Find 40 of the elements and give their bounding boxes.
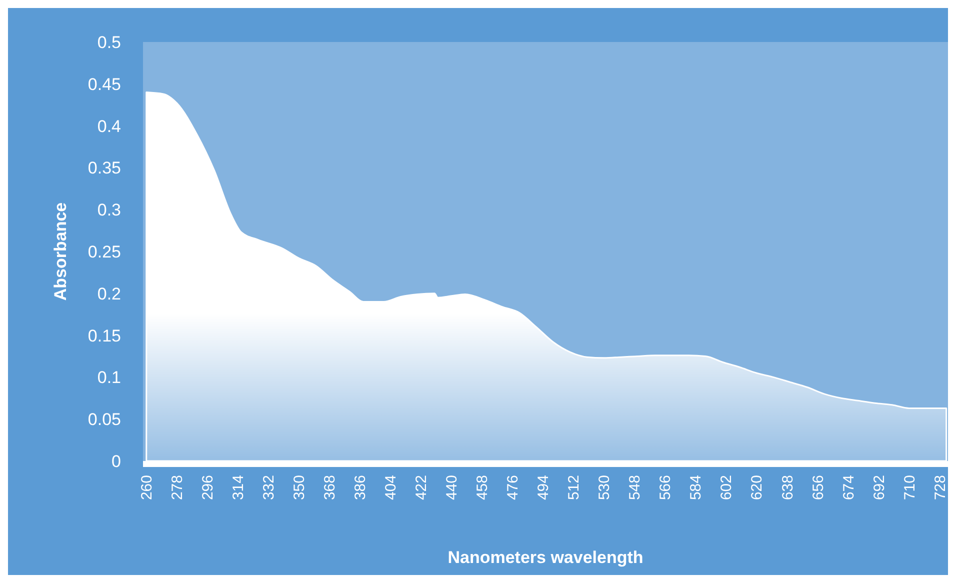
x-tick-label: 512 (566, 475, 583, 500)
y-tick-label: 0.35 (88, 158, 121, 178)
y-tick-label: 0 (112, 452, 121, 471)
y-tick-label: 0.05 (88, 410, 121, 430)
x-tick-label: 584 (688, 475, 705, 500)
x-tick-label: 386 (352, 475, 370, 500)
x-tick-label: 566 (657, 475, 674, 500)
x-tick-label: 548 (626, 475, 644, 500)
y-tick-label: 0.2 (97, 284, 121, 304)
x-tick-label: 422 (413, 475, 430, 500)
x-tick-label: 620 (748, 475, 766, 500)
x-tick-label: 710 (901, 475, 918, 500)
x-tick-label: 728 (932, 475, 949, 500)
x-tick-label: 296 (200, 475, 217, 500)
x-tick-label: 350 (291, 475, 308, 500)
y-tick-label: 0.25 (88, 242, 121, 262)
x-axis-title: Nanometers wavelength (448, 548, 644, 567)
x-tick-label: 476 (504, 475, 522, 500)
y-tick-label: 0.4 (97, 116, 121, 136)
y-axis-title: Absorbance (51, 202, 70, 301)
x-tick-label: 602 (718, 475, 736, 500)
y-tick-label: 0.15 (88, 326, 121, 346)
x-tick-label: 332 (260, 475, 278, 500)
x-tick-label: 692 (870, 475, 888, 500)
x-tick-label: 638 (779, 475, 796, 500)
x-tick-label: 440 (444, 475, 461, 500)
x-tick-label: 314 (230, 475, 248, 500)
x-tick-label: 530 (596, 475, 614, 500)
x-tick-label: 278 (169, 475, 186, 500)
y-tick-label: 0.3 (97, 200, 121, 220)
y-tick-label: 0.45 (88, 74, 121, 94)
x-tick-label: 656 (810, 475, 827, 500)
x-tick-label: 458 (474, 475, 492, 500)
x-tick-label: 404 (382, 475, 400, 500)
y-tick-label: 0.1 (97, 368, 121, 388)
y-tick-label: 0.5 (97, 32, 121, 52)
x-tick-label: 368 (322, 475, 339, 500)
x-tick-label: 674 (840, 475, 858, 500)
x-tick-label: 260 (138, 475, 156, 500)
x-tick-label: 494 (535, 475, 552, 500)
